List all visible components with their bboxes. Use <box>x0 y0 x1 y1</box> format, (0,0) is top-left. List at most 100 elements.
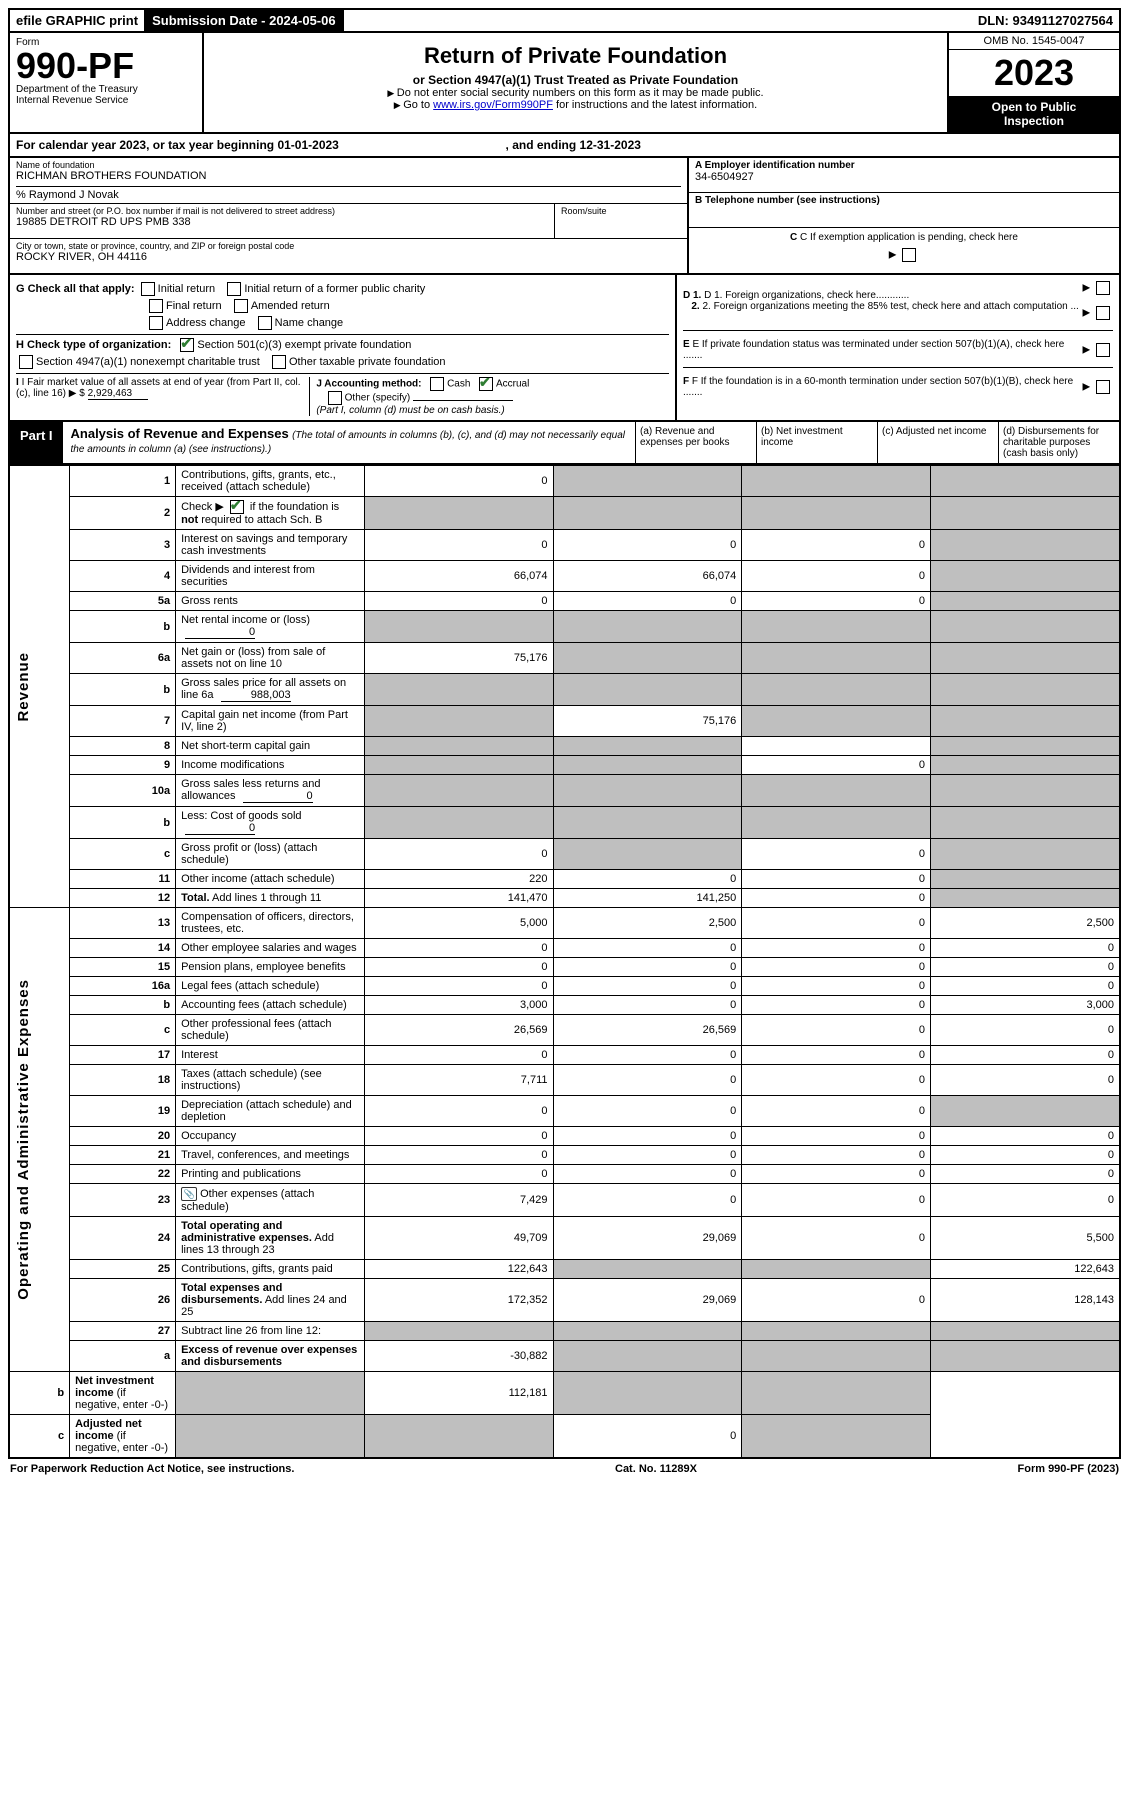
col-b-value: 29,069 <box>553 1279 742 1322</box>
exemption-checkbox[interactable] <box>902 248 916 262</box>
cash-checkbox[interactable] <box>430 377 444 391</box>
col-d-value: 122,643 <box>930 1260 1120 1279</box>
col-a-value <box>364 674 553 706</box>
amended-return-checkbox[interactable] <box>234 299 248 313</box>
col-b-value: 0 <box>553 870 742 889</box>
telephone-cell: B Telephone number (see instructions) <box>689 193 1119 228</box>
col-c-value: 0 <box>742 530 931 561</box>
header-left: Form 990-PF Department of the Treasury I… <box>10 33 204 132</box>
table-row: Revenue 1 Contributions, gifts, grants, … <box>9 466 1120 497</box>
line-number: c <box>70 839 176 870</box>
d1-checkbox[interactable] <box>1096 281 1110 295</box>
table-row: 8 Net short-term capital gain <box>9 737 1120 756</box>
col-b-value: 0 <box>553 530 742 561</box>
col-c-value <box>742 497 931 530</box>
table-row: 16a Legal fees (attach schedule) 0 0 0 0 <box>9 977 1120 996</box>
col-a-value: 0 <box>364 839 553 870</box>
initial-public-checkbox[interactable] <box>227 282 241 296</box>
line-number: b <box>70 996 176 1015</box>
name-change-checkbox[interactable] <box>258 316 272 330</box>
col-c-value: 0 <box>742 592 931 611</box>
other-method-checkbox[interactable] <box>328 391 342 405</box>
identification-block: Name of foundation RICHMAN BROTHERS FOUN… <box>8 158 1121 275</box>
col-c-value <box>742 1322 931 1341</box>
line-description: Capital gain net income (from Part IV, l… <box>176 706 365 737</box>
table-row: 19 Depreciation (attach schedule) and de… <box>9 1096 1120 1127</box>
line-description: Adjusted net income (if negative, enter … <box>70 1415 176 1459</box>
table-row: 3 Interest on savings and temporary cash… <box>9 530 1120 561</box>
ein-cell: A Employer identification number 34-6504… <box>689 158 1119 193</box>
line-number: 4 <box>70 561 176 592</box>
other-taxable-checkbox[interactable] <box>272 355 286 369</box>
line-description: Accounting fees (attach schedule) <box>176 996 365 1015</box>
initial-return-checkbox[interactable] <box>141 282 155 296</box>
form-header: Form 990-PF Department of the Treasury I… <box>8 33 1121 134</box>
col-a-value: 0 <box>364 592 553 611</box>
table-row: 25 Contributions, gifts, grants paid 122… <box>9 1260 1120 1279</box>
col-b-value: 0 <box>553 996 742 1015</box>
col-a-value <box>364 756 553 775</box>
line-description: Taxes (attach schedule) (see instruction… <box>176 1065 365 1096</box>
col-a-value: 75,176 <box>364 643 553 674</box>
form990pf-link[interactable]: www.irs.gov/Form990PF <box>433 99 553 111</box>
line-number: 8 <box>70 737 176 756</box>
table-row: 6a Net gain or (loss) from sale of asset… <box>9 643 1120 674</box>
table-row: c Other professional fees (attach schedu… <box>9 1015 1120 1046</box>
irs-label: Internal Revenue Service <box>16 95 196 106</box>
col-a-value: 0 <box>364 1146 553 1165</box>
line-description: Net gain or (loss) from sale of assets n… <box>176 643 365 674</box>
accrual-checkbox[interactable] <box>479 377 493 391</box>
line-number: 25 <box>70 1260 176 1279</box>
revenue-side-label: Revenue <box>9 466 70 908</box>
attachment-icon[interactable]: 📎 <box>181 1187 197 1201</box>
table-row: 7 Capital gain net income (from Part IV,… <box>9 706 1120 737</box>
col-d-value <box>930 807 1120 839</box>
f-checkbox[interactable] <box>1096 380 1110 394</box>
col-a-value: -30,882 <box>364 1341 553 1372</box>
expenses-side-label: Operating and Administrative Expenses <box>9 908 70 1372</box>
footer-mid: Cat. No. 11289X <box>615 1463 697 1475</box>
d2-checkbox[interactable] <box>1096 306 1110 320</box>
line-number: 13 <box>70 908 176 939</box>
final-return-checkbox[interactable] <box>149 299 163 313</box>
table-row: c Gross profit or (loss) (attach schedul… <box>9 839 1120 870</box>
line-number: 16a <box>70 977 176 996</box>
inspection-label: Open to Public Inspection <box>949 96 1119 132</box>
col-a-value <box>364 497 553 530</box>
line-description: Legal fees (attach schedule) <box>176 977 365 996</box>
address-change-checkbox[interactable] <box>149 316 163 330</box>
4947a1-checkbox[interactable] <box>19 355 33 369</box>
501c3-checkbox[interactable] <box>180 338 194 352</box>
care-of: % Raymond J Novak <box>16 186 681 201</box>
schb-checkbox[interactable] <box>230 500 244 514</box>
col-a-value: 0 <box>364 958 553 977</box>
col-d-value: 0 <box>930 939 1120 958</box>
line-description: Dividends and interest from securities <box>176 561 365 592</box>
col-a-value: 26,569 <box>364 1015 553 1046</box>
col-c-value: 0 <box>742 889 931 908</box>
col-d-value <box>930 561 1120 592</box>
col-c-value: 0 <box>742 870 931 889</box>
col-c-header: (c) Adjusted net income <box>878 422 999 463</box>
col-c-value <box>742 706 931 737</box>
line-description: Net short-term capital gain <box>176 737 365 756</box>
col-d-value <box>930 756 1120 775</box>
line-description: Other professional fees (attach schedule… <box>176 1015 365 1046</box>
col-b-value: 0 <box>553 1146 742 1165</box>
street-address-cell: Number and street (or P.O. box number if… <box>10 204 555 238</box>
e-checkbox[interactable] <box>1096 343 1110 357</box>
table-row: 14 Other employee salaries and wages 0 0… <box>9 939 1120 958</box>
year-begin: 01-01-2023 <box>277 138 338 152</box>
col-d-value <box>930 839 1120 870</box>
line-number: 10a <box>70 775 176 807</box>
col-a-value: 0 <box>364 1046 553 1065</box>
footer-left: For Paperwork Reduction Act Notice, see … <box>10 1463 294 1475</box>
col-b-value <box>553 1322 742 1341</box>
col-a-value: 49,709 <box>364 1217 553 1260</box>
col-b-value <box>364 1415 553 1459</box>
h-check-row: H Check type of organization: Section 50… <box>16 338 669 352</box>
dln-label: DLN: 93491127027564 <box>972 10 1119 31</box>
col-b-value <box>553 611 742 643</box>
line-description: Subtract line 26 from line 12: <box>176 1322 365 1341</box>
col-c-value: 0 <box>742 1146 931 1165</box>
